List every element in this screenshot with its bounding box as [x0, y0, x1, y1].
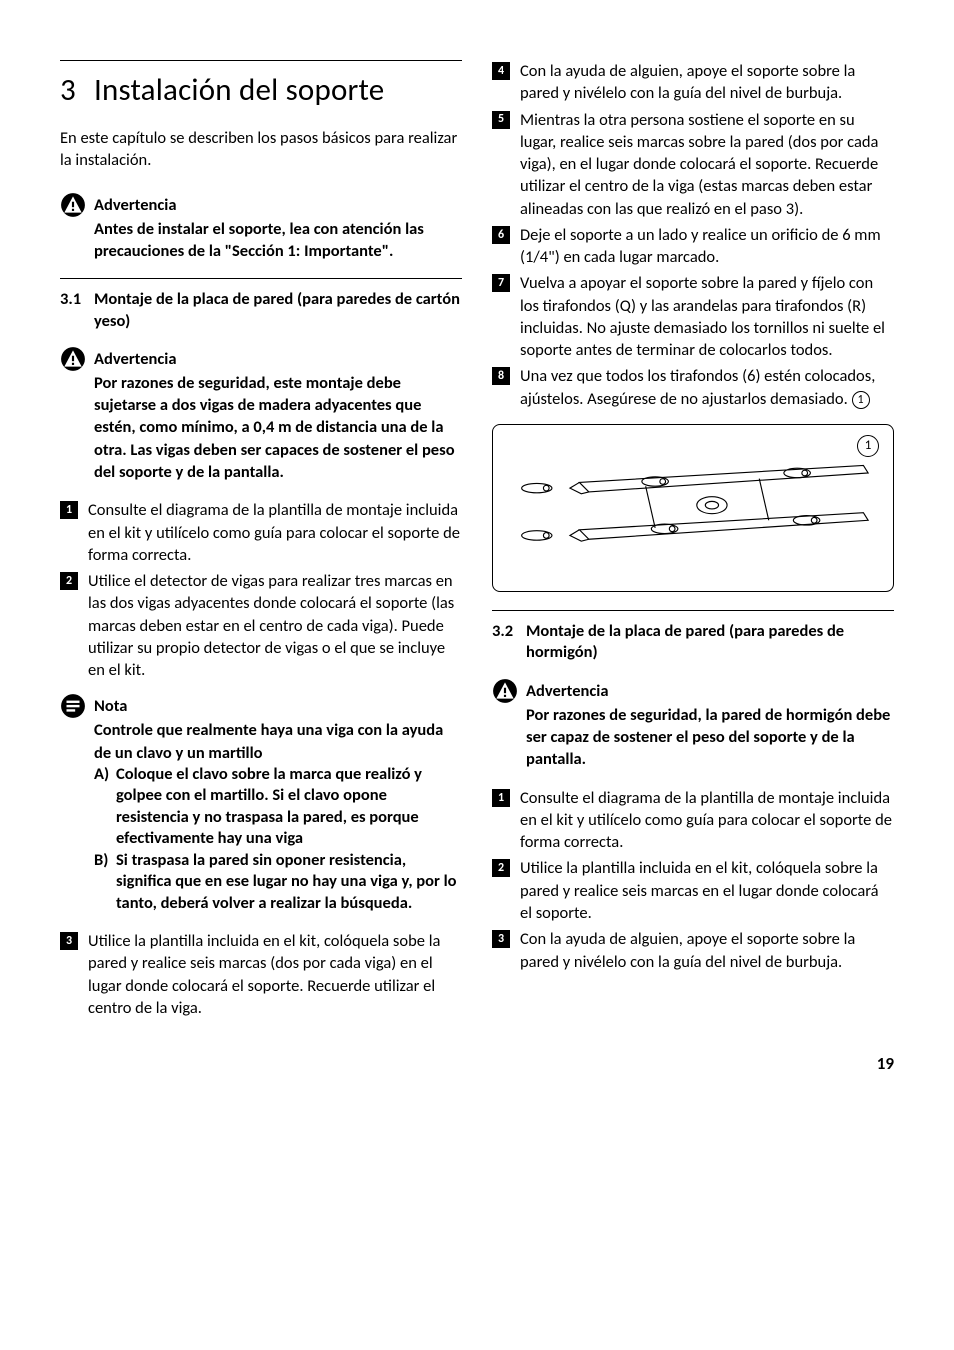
- bracket-icon: [505, 437, 881, 579]
- note-icon: [60, 693, 86, 719]
- chapter-heading: 3Instalación del soporte: [60, 71, 462, 109]
- warning-body: Por razones de seguridad, la pared de ho…: [526, 704, 894, 771]
- step-8: 8 Una vez que todos los tirafondos (6) e…: [492, 365, 894, 410]
- note-sub-b: B)Si traspasa la pared sin oponer resist…: [94, 850, 462, 914]
- figure-ref-circled: 1: [852, 391, 870, 409]
- step-text: Utilice el detector de vigas para realiz…: [88, 570, 462, 681]
- step-text: Con la ayuda de alguien, apoye el soport…: [520, 60, 894, 105]
- note-sub-text: Coloque el clavo sobre la marca que real…: [116, 764, 462, 850]
- step-5: 5 Mientras la otra persona sostiene el s…: [492, 109, 894, 220]
- note-block: Nota Controle que realmente haya una vig…: [60, 693, 462, 914]
- step-number-badge: 2: [60, 572, 78, 590]
- step-1: 1 Consulte el diagrama de la plantilla d…: [60, 499, 462, 566]
- warning-triangle-icon: [492, 678, 518, 704]
- warning-triangle-icon: [60, 192, 86, 218]
- step-2: 2 Utilice la plantilla incluida en el ki…: [492, 857, 894, 924]
- step-number-badge: 3: [492, 930, 510, 948]
- step-text: Con la ayuda de alguien, apoye el soport…: [520, 928, 894, 973]
- chapter-title: Instalación del soporte: [94, 71, 384, 109]
- step-6: 6 Deje el soporte a un lado y realice un…: [492, 224, 894, 269]
- warning-body: Antes de instalar el soporte, lea con at…: [94, 218, 462, 263]
- step-text: Utilice la plantilla incluida en el kit,…: [520, 857, 894, 924]
- chapter-number: 3: [60, 71, 94, 109]
- section-number: 3.1: [60, 289, 94, 332]
- warning-block-3: Advertencia Por razones de seguridad, la…: [492, 678, 894, 771]
- warning-body: Por razones de seguridad, este montaje d…: [94, 372, 462, 483]
- warning-label: Advertencia: [526, 681, 608, 701]
- page-number: 19: [60, 1053, 894, 1074]
- warning-triangle-icon: [60, 346, 86, 372]
- step-1: 1 Consulte el diagrama de la plantilla d…: [492, 787, 894, 854]
- step-number-badge: 7: [492, 274, 510, 292]
- step-number-badge: 8: [492, 367, 510, 385]
- figure-badge: 1: [857, 435, 879, 457]
- step-4: 4 Con la ayuda de alguien, apoye el sopo…: [492, 60, 894, 105]
- warning-label: Advertencia: [94, 195, 176, 215]
- note-sub-letter: B): [94, 850, 116, 871]
- section-title: Montaje de la placa de pared (para pared…: [526, 621, 894, 664]
- section-number: 3.2: [492, 621, 526, 664]
- warning-label: Advertencia: [94, 349, 176, 369]
- step-number-badge: 1: [492, 789, 510, 807]
- section-title: Montaje de la placa de pared (para pared…: [94, 289, 462, 332]
- note-label: Nota: [94, 696, 127, 716]
- step-text: Consulte el diagrama de la plantilla de …: [88, 499, 462, 566]
- step-number-badge: 4: [492, 62, 510, 80]
- note-sub-letter: A): [94, 764, 116, 785]
- note-sub-a: A)Coloque el clavo sobre la marca que re…: [94, 764, 462, 850]
- step-number-badge: 5: [492, 111, 510, 129]
- step-text: Deje el soporte a un lado y realice un o…: [520, 224, 894, 269]
- figure-1-bracket-diagram: 1: [492, 424, 894, 592]
- step-number-badge: 3: [60, 932, 78, 950]
- note-sub-text: Si traspasa la pared sin oponer resisten…: [116, 850, 462, 914]
- step-number-badge: 2: [492, 859, 510, 877]
- step-8-text: Una vez que todos los tirafondos (6) est…: [520, 366, 875, 408]
- step-text: Consulte el diagrama de la plantilla de …: [520, 787, 894, 854]
- step-7: 7 Vuelva a apoyar el soporte sobre la pa…: [492, 272, 894, 361]
- step-text: Vuelva a apoyar el soporte sobre la pare…: [520, 272, 894, 361]
- step-text: Mientras la otra persona sostiene el sop…: [520, 109, 894, 220]
- section-3-1-heading: 3.1 Montaje de la placa de pared (para p…: [60, 289, 462, 332]
- warning-block-2: Advertencia Por razones de seguridad, es…: [60, 346, 462, 483]
- warning-block-1: Advertencia Antes de instalar el soporte…: [60, 192, 462, 263]
- step-number-badge: 1: [60, 501, 78, 519]
- note-body: Controle que realmente haya una viga con…: [94, 719, 462, 764]
- step-3: 3 Utilice la plantilla incluida en el ki…: [60, 930, 462, 1019]
- intro-text: En este capítulo se describen los pasos …: [60, 127, 462, 172]
- step-3: 3 Con la ayuda de alguien, apoye el sopo…: [492, 928, 894, 973]
- section-3-2-heading: 3.2 Montaje de la placa de pared (para p…: [492, 621, 894, 664]
- step-text: Utilice la plantilla incluida en el kit,…: [88, 930, 462, 1019]
- step-2: 2 Utilice el detector de vigas para real…: [60, 570, 462, 681]
- step-number-badge: 6: [492, 226, 510, 244]
- step-text: Una vez que todos los tirafondos (6) est…: [520, 365, 894, 410]
